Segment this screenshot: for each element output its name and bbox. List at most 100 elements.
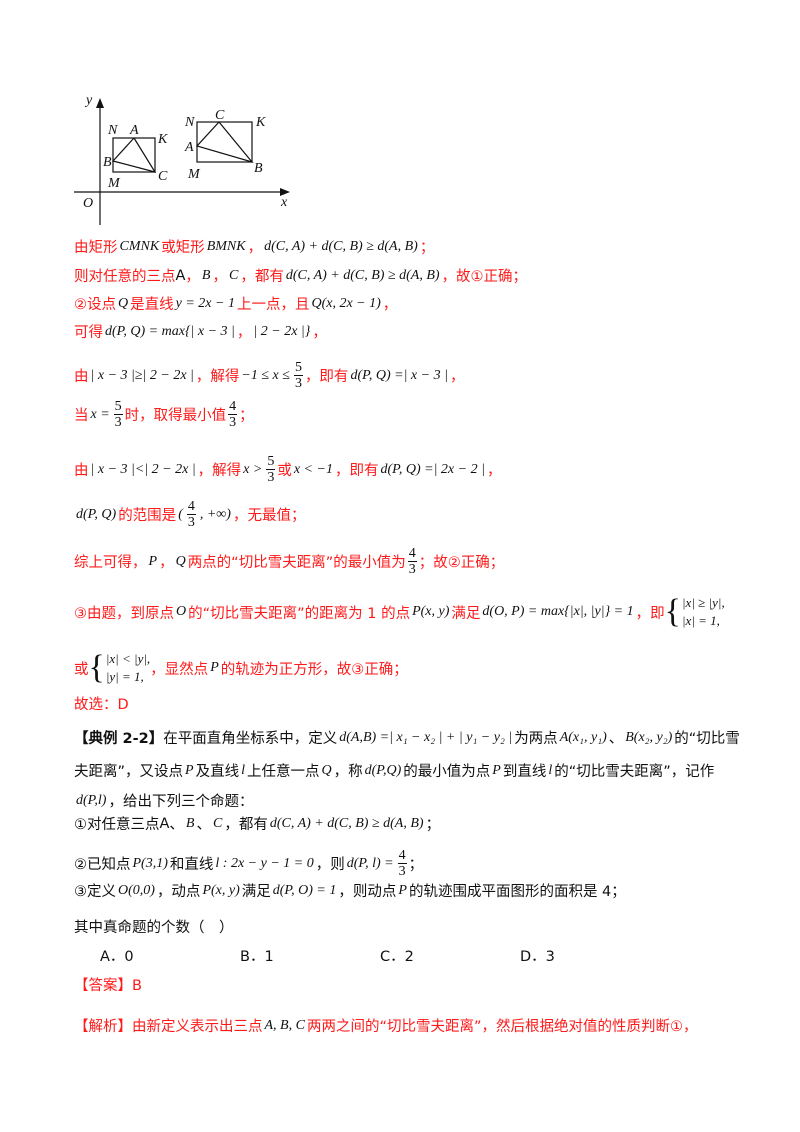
rectangle-bmnk [196,121,253,163]
text-run: 综上可得， [74,555,147,571]
text-run: ，显然点 [150,661,209,678]
label-n: N [107,123,118,138]
text-run: ； [408,857,424,873]
text-line: 综上可得， P， Q 两点的“切比雪夫距离”的最小值为 4 3 ；故②正确； [74,546,504,577]
label-m: M [107,176,121,191]
text-line: d(P,l) ，给出下列三个命题： [74,790,253,811]
option-a[interactable]: A．0 [100,949,134,965]
text-run: ，故①正确； [441,269,528,285]
text-run: ， [236,325,252,341]
math-expression: , +∞) [199,506,231,522]
text-run: 上一点，且 [236,297,310,313]
label-a: A [184,140,194,155]
text-run: 的“切比雪夫距离”，记作 [554,764,715,780]
text-run: ； [239,408,254,424]
math-expression: P [398,882,407,898]
text-run: ， [382,297,398,313]
math-expression: d(C, A) + d(C, B) ≥ d(A, B) [285,267,440,283]
math-expression: d(P, Q) [76,506,117,522]
text-run: 或矩形 [161,240,205,256]
text-line: ②已知点 P(3,1) 和直线 l : 2x − y − 1 = 0 ，则 d(P, l)… [74,848,423,879]
label-k: K [255,115,266,130]
text-run: ， [247,240,263,256]
text-run: ②已知点 [74,857,131,873]
text-run: 、 [196,817,211,833]
text-line: 由 | x − 3 |<| 2 − 2x | ，解得 x >5 3 或 x < −1 ，即有 d… [74,454,501,485]
text-run: 或 [74,661,89,678]
math-expression: B(x₂, y₂) [625,729,673,745]
text-line: 由 | x − 3 |≥| 2 − 2x | ，解得 −1 ≤ x ≤5 3 ，即有 d(P… [74,360,464,391]
example-heading: 【典例 2-2】 [74,731,164,747]
math-expression: Q [175,553,186,569]
math-expression: Q [321,762,332,778]
text-run: 上任意一点 [246,764,320,780]
math-expression: d(P, Q) =| x − 3 | [350,367,448,383]
fraction-numerator: 4 [407,546,417,562]
option-b[interactable]: B．1 [240,949,274,965]
text-line: ①对任意三点 A、 B、 C ，都有 d(C, A) + d(C, B) ≥ d(A, B… [74,813,440,834]
text-run: ，则 [315,857,345,873]
equation-system: {|x| ≥ |y|, |x| = 1, [665,594,725,630]
text-run: ，都有 [240,269,284,285]
text-run: 两点的“切比雪夫距离”的最小值为 [187,555,406,571]
label-y: y [84,93,93,108]
text-run: 到直线 [502,764,547,780]
label-a: A [129,123,139,138]
text-run: 可得 [74,325,103,341]
text-run: ， [212,269,227,285]
math-expression: O(0,0) [118,882,155,898]
text-run: 的轨迹为正方形，故③正确； [220,661,408,678]
text-run: ； [425,817,441,833]
math-expression: d(A,B) =| x₁ − x₂ | + | y₁ − y₂ | [339,729,513,745]
label-k: K [157,132,168,147]
math-expression: C [212,815,223,831]
text-run: ， [312,325,327,341]
text-run: ，即 [635,605,665,622]
text-run: ，解得 [197,463,242,479]
option-c[interactable]: C．2 [380,949,414,965]
fraction-denominator: 3 [408,562,416,577]
text-run: 、 [608,731,624,747]
text-run: 在平面直角坐标系中，定义 [163,731,338,747]
text-line: 或{|x| < |y|, |y| = 1, ，显然点 P 的轨迹为正方形，故③正确； [74,650,408,686]
fraction-denominator: 3 [229,415,237,430]
text-run: 及直线 [195,764,240,780]
fraction-denominator: 3 [114,415,122,430]
math-expression: x < −1 [293,461,333,477]
text-run: 由矩形 [74,240,118,256]
text-run: ，都有 [224,817,268,833]
text-run: 的“切比雪夫距离”的距离为 1 的点 [188,605,411,622]
text-run: 的轨迹围成平面图形的面积是 4； [408,884,626,900]
math-expression: x = [90,406,110,422]
math-expression: d(P, l) = [346,855,394,871]
math-expression: d(C, A) + d(C, B) ≥ d(A, B) [269,815,424,831]
text-run: ，则动点 [338,884,397,900]
math-expression: P [148,553,158,569]
text-line: 可得 d(P, Q) = max{| x − 3 |， | 2 − 2x |}， [74,321,327,342]
math-expression: CMNK [119,238,160,254]
text-run: 满足 [241,884,271,900]
math-expression: A(x₁, y₁) [559,729,607,745]
text-line: 【答案】B [74,974,142,995]
text-line: ③由题，到原点 O 的“切比雪夫距离”的距离为 1 的点 P(x, y) 满足 d(O, … [74,594,725,630]
text-run: 两两之间的“切比雪夫距离”，然后根据绝对值的性质判断①， [306,1019,698,1035]
math-expression: Q(x, 2x − 1) [311,295,381,311]
fraction-denominator: 3 [267,470,275,485]
text-run: 是直线 [130,297,174,313]
math-expression: | x − 3 |<| 2 − 2x | [90,461,196,477]
math-expression: | 2 − 2x |} [253,323,311,339]
text-line: 【解析】由新定义表示出三点 A, B, C 两两之间的“切比雪夫距离”，然后根据绝对… [74,1015,697,1036]
coordinate-figure: y x O N A K B C M N C K A B M [74,93,290,225]
math-expression: Q [118,295,129,311]
math-expression: A, B, C [264,1017,305,1033]
text-run: 为两点 [514,731,558,747]
text-line: ③定义 O(0,0) ，动点 P(x, y) 满足 d(P, O) = 1 ，则动点 P 的轨迹… [74,880,626,901]
math-expression: P [185,762,194,778]
option-d[interactable]: D．3 [520,949,555,965]
math-expression: P [210,660,219,675]
text-line: 由矩形 CMNK 或矩形 BMNK， d(C, A) + d(C, B) ≥ d(A,… [74,236,434,257]
